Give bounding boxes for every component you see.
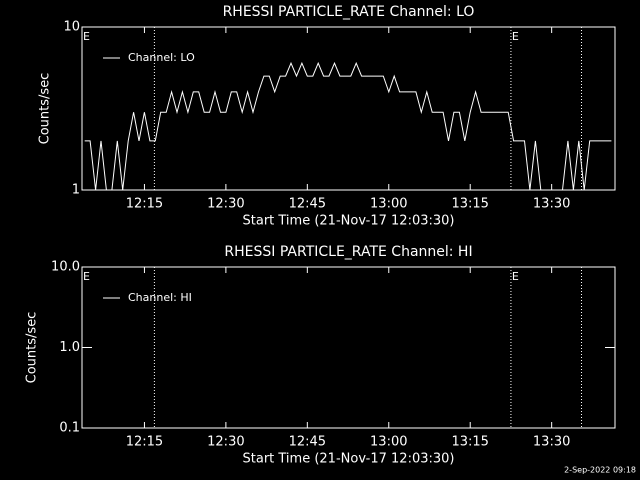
event-marker: E [512,30,519,43]
y-axis-label: Counts/sec [25,312,40,384]
y-tick-label: 10.0 [51,260,80,275]
y-tick-label: 1.0 [59,340,80,355]
plot-frame [81,26,616,191]
y-tick-label: 10 [63,20,80,35]
x-tick-label: 12:30 [207,197,244,212]
x-tick-label: 13:00 [370,197,407,212]
y-tick-label: 1 [72,183,80,198]
event-marker: E [83,30,90,43]
x-tick-label: 13:15 [451,435,488,450]
x-tick-label: 12:45 [289,435,326,450]
x-tick-label: 12:15 [126,435,163,450]
x-axis-label: Start Time (21-Nov-17 12:03:30) [243,214,455,229]
x-tick-label: 13:15 [451,197,488,212]
chart-title: RHESSI PARTICLE_RATE Channel: HI [224,244,472,260]
legend-label: Channel: HI [128,291,192,304]
x-tick-label: 12:15 [126,197,163,212]
y-axis-label: Counts/sec [38,73,53,145]
x-tick-label: 13:30 [533,435,570,450]
event-marker: E [83,270,90,283]
x-tick-label: 12:30 [207,435,244,450]
y-tick-label: 0.1 [59,421,80,436]
chart-title: RHESSI PARTICLE_RATE Channel: LO [223,4,475,20]
footer: 2-Sep-2022 09:18 [564,466,636,475]
legend-label: Channel: LO [128,51,195,64]
x-tick-label: 13:30 [533,197,570,212]
x-axis-label: Start Time (21-Nov-17 12:03:30) [243,452,455,467]
data-line [84,61,612,191]
event-marker: E [512,270,519,283]
x-tick-label: 13:00 [370,435,407,450]
x-tick-label: 12:45 [289,197,326,212]
